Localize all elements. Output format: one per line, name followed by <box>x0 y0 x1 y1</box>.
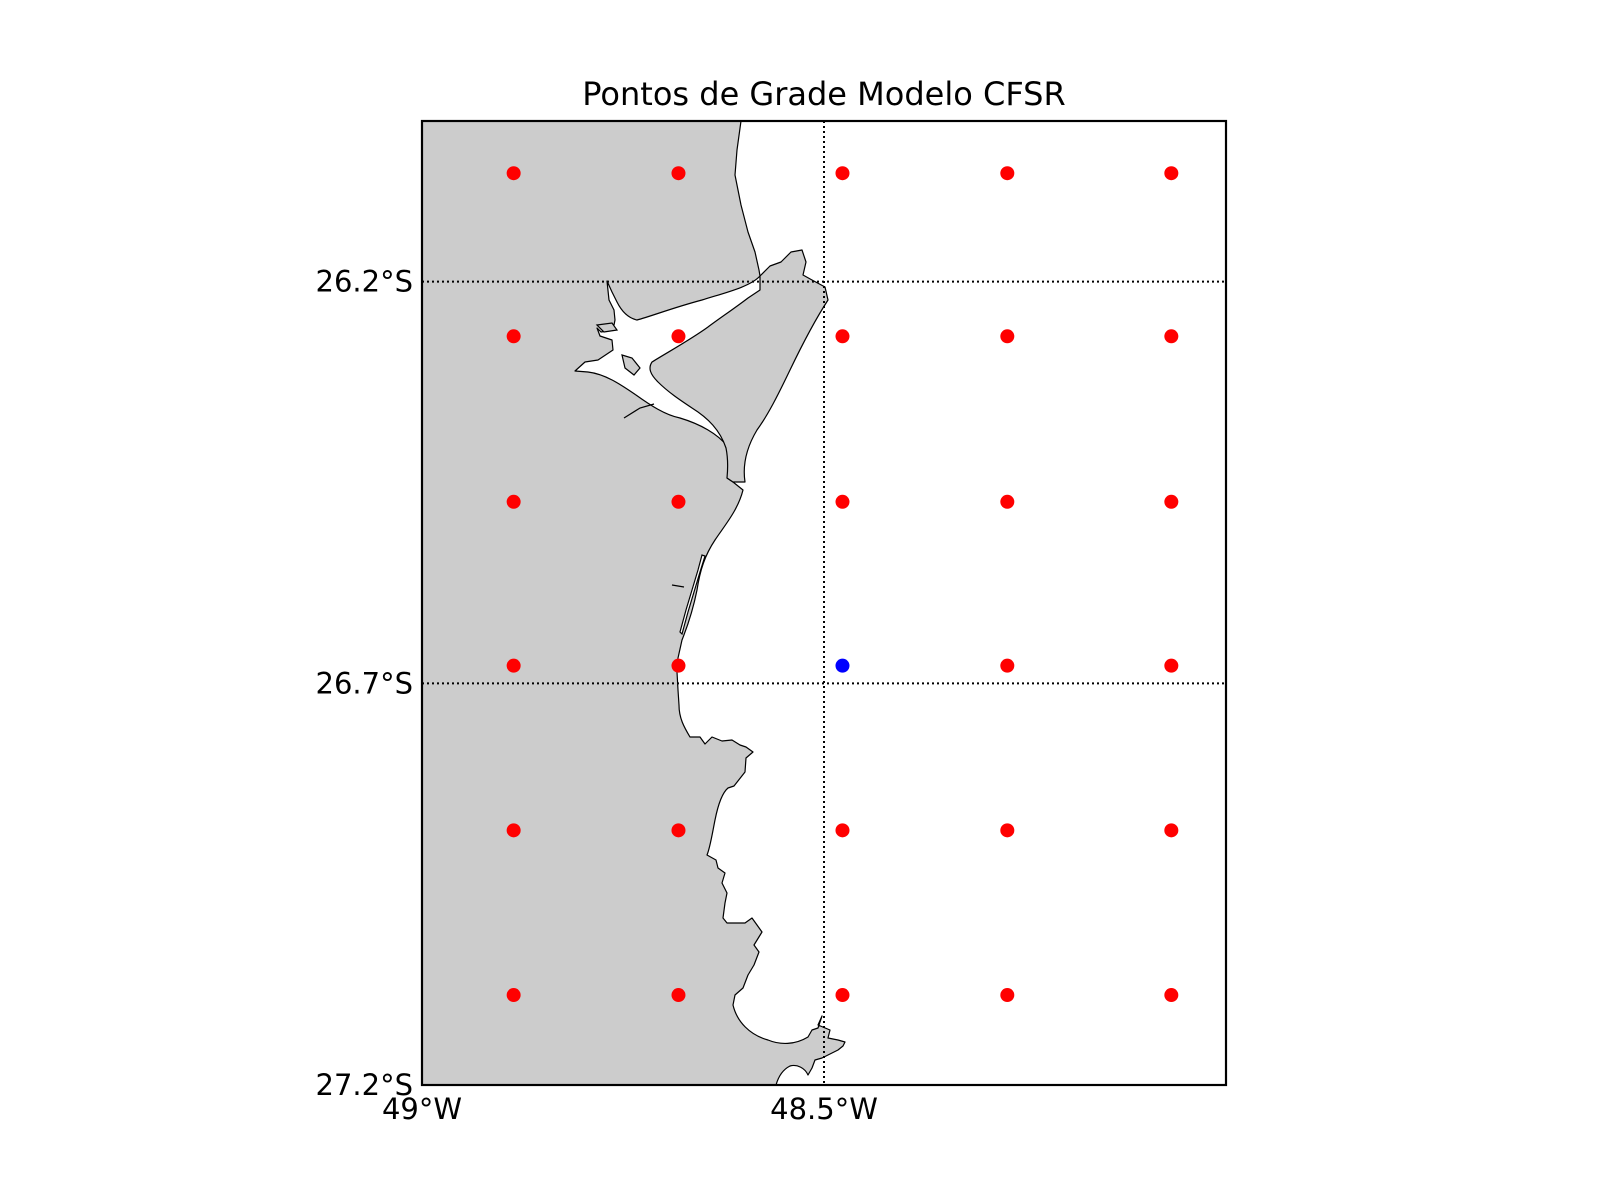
y-tick-label: 27.2°S <box>316 1068 413 1102</box>
grid-point <box>835 166 850 181</box>
lagoon <box>679 554 706 636</box>
grid-point <box>671 494 686 509</box>
islet <box>623 403 655 419</box>
grid-point <box>1164 658 1179 673</box>
grid-point <box>671 823 686 838</box>
grid-point <box>835 823 850 838</box>
grid-point <box>1000 329 1015 344</box>
grid-points <box>506 166 1179 1003</box>
grid-point <box>1000 166 1015 181</box>
grid-point <box>1000 823 1015 838</box>
grid-point <box>1000 658 1015 673</box>
graticule <box>422 121 1226 1085</box>
y-tick-label: 26.7°S <box>316 666 413 700</box>
plot-area <box>422 121 1226 1085</box>
lagoon <box>671 584 685 588</box>
x-tick-label: 48.5°W <box>770 1092 878 1126</box>
grid-point <box>506 988 521 1003</box>
grid-point <box>1164 823 1179 838</box>
islet <box>595 322 619 333</box>
grid-point <box>1164 329 1179 344</box>
grid-point <box>671 988 686 1003</box>
grid-point <box>1164 494 1179 509</box>
grid-point <box>506 658 521 673</box>
grid-point <box>835 988 850 1003</box>
grid-point <box>671 329 686 344</box>
axis-tick-labels: 26.2°S 26.7°S 27.2°S49°W 48.5°W <box>316 265 878 1126</box>
grid-point <box>506 166 521 181</box>
grid-point <box>1000 494 1015 509</box>
island <box>649 249 829 483</box>
grid-point <box>1000 988 1015 1003</box>
highlighted-grid-point <box>835 658 850 673</box>
grid-point <box>835 494 850 509</box>
y-tick-label: 26.2°S <box>316 265 413 299</box>
land-mass <box>422 121 846 1085</box>
chart-title: Pontos de Grade Modelo CFSR <box>582 75 1065 113</box>
grid-point <box>1164 166 1179 181</box>
x-tick-label: 49°W <box>382 1092 462 1126</box>
grid-point <box>1164 988 1179 1003</box>
islet <box>621 354 641 376</box>
map-frame <box>420 119 1228 1087</box>
grid-point <box>835 329 850 344</box>
grid-point <box>506 494 521 509</box>
grid-point <box>506 823 521 838</box>
grid-point <box>671 658 686 673</box>
grid-point <box>671 166 686 181</box>
grid-point <box>506 329 521 344</box>
